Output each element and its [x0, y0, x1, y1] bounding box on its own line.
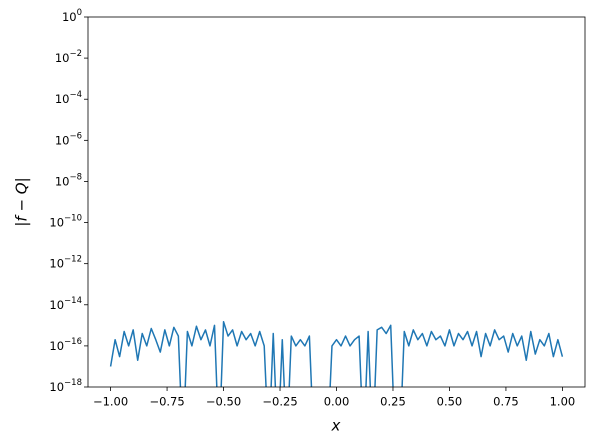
y-tick-label: 10−4	[55, 90, 82, 106]
axes-frame	[87, 16, 586, 388]
y-tick-label: 10−10	[49, 213, 82, 229]
x-tick-label: −1.00	[93, 395, 128, 409]
x-axis-label: x	[331, 417, 341, 435]
y-tick-label: 10−6	[55, 131, 82, 147]
x-tick-label: −0.25	[262, 395, 297, 409]
x-tick-label: 0.25	[380, 395, 406, 409]
y-tick-label: 10−14	[49, 295, 82, 311]
x-tick-label: −0.50	[206, 395, 241, 409]
x-tick-label: 1.00	[550, 395, 576, 409]
plot-area	[109, 320, 564, 387]
y-tick-label: 10−18	[49, 378, 82, 394]
x-tick-label: 0.50	[437, 395, 463, 409]
data-line	[109, 320, 564, 387]
y-tick-label: 10−12	[49, 254, 82, 270]
x-tick-label: −0.75	[149, 395, 184, 409]
y-tick-label: 100	[62, 8, 82, 24]
y-tick-label: 10−2	[55, 49, 82, 65]
x-tick-label: 0.00	[324, 395, 350, 409]
y-tick-label: 10−8	[55, 172, 82, 188]
x-tick-label: 0.75	[493, 395, 519, 409]
y-tick-label: 10−16	[49, 336, 82, 352]
y-axis-label: |f − Q|	[13, 177, 31, 226]
